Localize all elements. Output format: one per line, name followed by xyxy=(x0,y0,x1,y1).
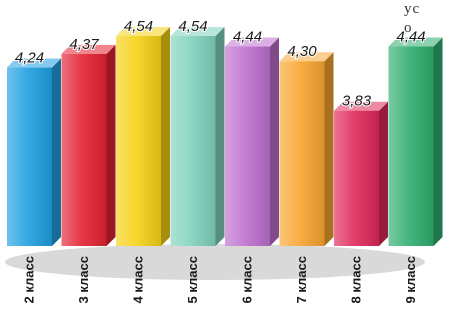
bar-side xyxy=(106,44,116,246)
value-label: 4,24 xyxy=(15,50,44,67)
bar-6 xyxy=(279,52,334,247)
bar-front xyxy=(170,36,216,246)
bar-2 xyxy=(61,44,116,246)
category-label: 3 класс xyxy=(76,256,91,303)
bar-side xyxy=(433,37,443,246)
bar-4 xyxy=(170,27,225,246)
bar-8 xyxy=(388,37,443,246)
category-label: 5 класс xyxy=(185,256,200,303)
value-label: 4,44 xyxy=(233,29,262,46)
bar-7 xyxy=(334,101,388,246)
value-label: 4,44 xyxy=(396,29,425,46)
bar-top xyxy=(225,37,279,47)
category-label: 4 класс xyxy=(131,256,146,303)
bar-5 xyxy=(225,37,279,246)
bar-top xyxy=(279,52,334,62)
bar-front xyxy=(279,61,325,247)
bar-side xyxy=(52,58,61,246)
bar-front xyxy=(116,36,161,246)
value-label: 4,54 xyxy=(124,18,153,35)
side-text-line: ус xyxy=(404,1,421,17)
category-label: 6 класс xyxy=(240,256,255,303)
bar-side xyxy=(215,27,225,246)
bar-side xyxy=(270,37,279,246)
category-label: 2 класс xyxy=(22,256,37,303)
category-label: 7 класс xyxy=(294,256,309,303)
value-label: 4,54 xyxy=(178,18,207,35)
bar-top xyxy=(116,27,170,36)
value-label: 4,30 xyxy=(287,43,317,60)
chart-base-shadow xyxy=(5,244,425,280)
bar-top xyxy=(7,58,61,68)
category-label: 8 класс xyxy=(349,256,364,303)
bar-3 xyxy=(116,27,170,246)
bar-top xyxy=(170,27,225,36)
bar-front xyxy=(61,53,107,246)
bar-front xyxy=(388,46,434,246)
bar-side xyxy=(324,52,334,247)
bar-side xyxy=(379,101,388,246)
bar-top xyxy=(61,44,116,54)
category-label: 9 класс xyxy=(403,256,418,303)
bar-front xyxy=(225,46,270,246)
value-label: 3,83 xyxy=(342,93,372,110)
bar-side xyxy=(161,27,170,246)
bar-front xyxy=(7,67,52,246)
bar-front xyxy=(334,110,379,246)
value-label: 4,37 xyxy=(69,36,99,53)
bar-1 xyxy=(7,58,61,246)
bar-top xyxy=(388,37,443,47)
side-text-line: о xyxy=(404,20,413,36)
bar-top xyxy=(334,101,388,111)
